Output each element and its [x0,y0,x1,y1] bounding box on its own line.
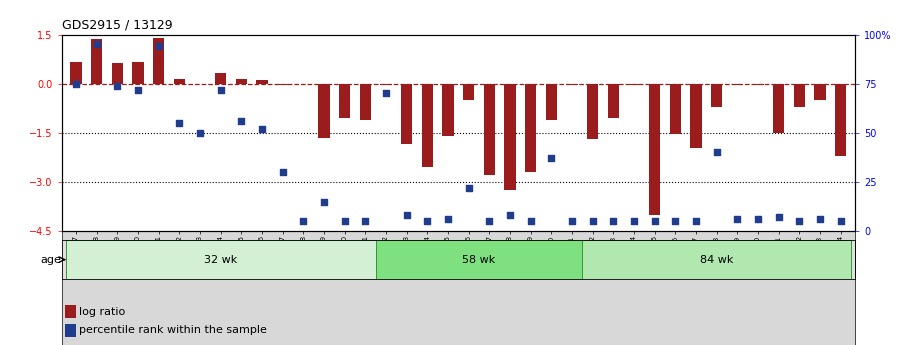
Bar [732,84,743,85]
Point [338,219,352,224]
Bar [65,324,76,337]
Bar [794,84,805,107]
Point [482,219,497,224]
Point [771,215,786,220]
Text: 58 wk: 58 wk [462,255,496,265]
Bar [65,305,76,318]
Point [275,169,290,175]
Text: 32 wk: 32 wk [204,255,237,265]
Point [565,219,579,224]
Point [689,219,703,224]
Text: log ratio: log ratio [79,306,125,316]
Text: percentile rank within the sample: percentile rank within the sample [79,325,267,335]
Bar [483,84,495,175]
Text: GDS2915 / 13129: GDS2915 / 13129 [62,19,172,32]
Point [379,91,394,96]
Bar [91,39,102,84]
Bar [670,84,681,135]
Point [358,219,373,224]
Point [90,42,104,47]
Point [234,118,249,124]
Bar [608,84,619,118]
Bar [277,84,289,85]
Bar [628,84,640,85]
Bar [525,84,537,172]
Bar [773,84,785,133]
Point [172,120,186,126]
Point [214,87,228,92]
Bar [587,84,598,139]
Bar [567,84,577,85]
Bar [814,84,825,100]
Bar [546,84,557,120]
Bar [380,84,392,85]
Bar [504,84,516,190]
Bar [649,84,661,215]
Point [730,217,745,222]
Bar [256,80,268,84]
Bar [711,84,722,107]
Point [792,219,806,224]
Bar [174,79,185,84]
Point [503,213,518,218]
Bar [215,73,226,84]
Bar [359,84,371,120]
Bar [111,63,123,84]
Bar [401,84,413,144]
Text: 84 wk: 84 wk [700,255,733,265]
Point [834,219,848,224]
Bar [752,84,764,85]
Bar [835,84,846,156]
Point [420,219,434,224]
Bar [463,84,474,100]
Bar [153,38,165,84]
Point [131,87,146,92]
Point [627,219,642,224]
Point [296,219,310,224]
Bar [422,84,433,167]
Point [523,219,538,224]
Point [813,217,827,222]
Point [606,219,621,224]
Point [462,185,476,191]
Bar [376,240,583,279]
Point [544,156,558,161]
Point [668,219,682,224]
Point [751,217,766,222]
Point [110,83,125,88]
Bar [66,240,376,279]
Point [710,150,724,155]
Point [647,219,662,224]
Bar [583,240,851,279]
Bar [691,84,701,148]
Bar [62,231,855,345]
Text: age: age [40,255,62,265]
Point [441,217,455,222]
Bar [339,84,350,118]
Bar [443,84,453,136]
Bar [132,62,144,84]
Point [586,219,600,224]
Point [399,213,414,218]
Point [255,126,270,132]
Point [69,81,83,87]
Bar [235,79,247,84]
Bar [71,62,81,84]
Point [317,199,331,204]
Point [151,43,166,49]
Point [193,130,207,136]
Bar [319,84,329,138]
